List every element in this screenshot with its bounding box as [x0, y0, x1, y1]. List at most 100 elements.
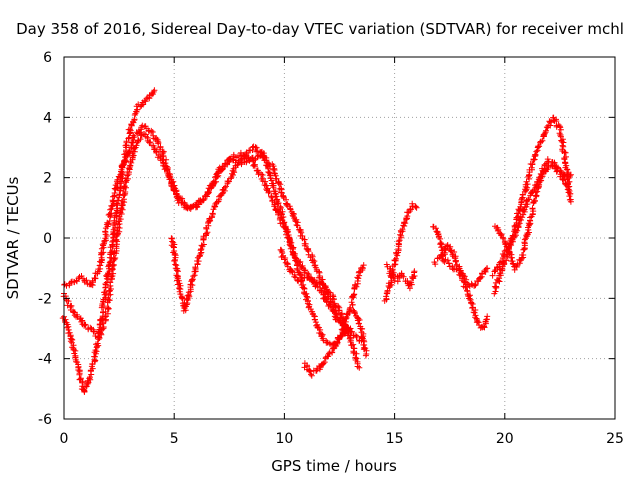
- data-point: [181, 201, 188, 207]
- data-point: [278, 246, 285, 253]
- data-point: [532, 151, 539, 158]
- data-point: [121, 192, 128, 198]
- data-point: [527, 214, 534, 221]
- data-point: [308, 372, 315, 379]
- data-point: [107, 279, 114, 286]
- data-point: [484, 265, 491, 272]
- data-point: [128, 159, 135, 166]
- data-point: [215, 169, 221, 176]
- data-point: [96, 268, 103, 275]
- data-point: [337, 311, 344, 318]
- data-point: [482, 268, 489, 275]
- data-point: [402, 220, 409, 227]
- data-point: [91, 328, 98, 335]
- data-point: [474, 318, 481, 325]
- data-point: [355, 320, 362, 327]
- data-point: [315, 268, 322, 275]
- y-tick-label: -4: [38, 352, 52, 368]
- data-point: [223, 183, 229, 190]
- data-point: [209, 210, 216, 217]
- x-tick-label: 10: [275, 431, 293, 447]
- data-point: [107, 206, 114, 213]
- data-point: [278, 189, 285, 196]
- x-axis-label: GPS time / hours: [271, 457, 397, 475]
- data-point: [317, 326, 324, 333]
- data-point: [189, 276, 195, 283]
- data-point: [294, 222, 301, 229]
- data-point: [449, 251, 456, 258]
- data-point: [335, 307, 342, 314]
- data-point: [302, 240, 309, 247]
- data-point: [265, 189, 272, 196]
- data-point: [170, 243, 177, 250]
- data-point: [519, 214, 526, 221]
- data-point: [65, 298, 72, 305]
- data-point: [153, 148, 160, 154]
- data-point: [127, 126, 133, 133]
- data-point: [227, 175, 234, 182]
- data-point: [155, 140, 162, 147]
- data-point: [408, 279, 415, 286]
- data-point: [543, 127, 549, 134]
- data-point: [123, 139, 130, 146]
- data-point: [178, 294, 185, 301]
- data-point: [110, 226, 117, 233]
- data-point: [328, 299, 335, 306]
- data-point: [551, 160, 558, 166]
- data-point: [525, 196, 532, 203]
- data-point: [279, 249, 286, 256]
- data-point: [437, 235, 444, 242]
- data-point: [283, 201, 290, 208]
- data-points: [59, 87, 574, 395]
- data-point: [105, 220, 112, 227]
- data-point: [227, 155, 234, 162]
- data-point: [221, 184, 228, 191]
- data-point: [102, 314, 108, 320]
- data-point: [148, 127, 155, 134]
- data-point: [285, 228, 291, 235]
- data-point: [438, 244, 445, 251]
- data-point: [438, 252, 445, 258]
- data-point: [104, 304, 111, 311]
- data-point: [277, 181, 284, 188]
- data-point: [539, 137, 546, 144]
- data-point: [395, 238, 402, 245]
- data-point: [108, 273, 115, 280]
- data-point: [126, 165, 133, 172]
- data-point: [130, 132, 137, 139]
- axis-ticks: 0 5 10 15 20 25 -6 -4 -2 0 2 4 6: [38, 50, 624, 447]
- data-point: [400, 273, 407, 280]
- data-point: [513, 264, 520, 270]
- data-point: [307, 368, 314, 375]
- data-point: [532, 197, 538, 204]
- data-point: [184, 292, 191, 299]
- data-point: [483, 316, 490, 323]
- data-point: [311, 316, 318, 323]
- data-point: [355, 275, 362, 282]
- data-point: [171, 248, 178, 254]
- data-point: [353, 355, 360, 362]
- data-point: [333, 310, 340, 317]
- data-point: [200, 241, 207, 248]
- data-point: [218, 167, 225, 174]
- data-point: [484, 313, 491, 320]
- data-point: [327, 298, 334, 305]
- data-point: [123, 153, 130, 160]
- data-point: [523, 178, 530, 185]
- y-axis-label: SDTVAR / TECUs: [4, 176, 22, 299]
- data-point: [316, 274, 323, 281]
- data-point: [508, 254, 515, 261]
- data-point: [472, 281, 479, 288]
- data-point: [261, 157, 268, 164]
- data-point: [204, 229, 211, 236]
- data-point: [308, 274, 314, 281]
- data-point: [303, 293, 310, 300]
- data-point: [278, 210, 284, 217]
- y-tick-label: -6: [38, 412, 52, 428]
- data-point: [472, 307, 479, 313]
- data-point: [409, 200, 416, 207]
- data-point: [268, 194, 275, 201]
- data-point: [532, 189, 539, 196]
- data-point: [175, 277, 182, 284]
- data-point: [82, 321, 89, 328]
